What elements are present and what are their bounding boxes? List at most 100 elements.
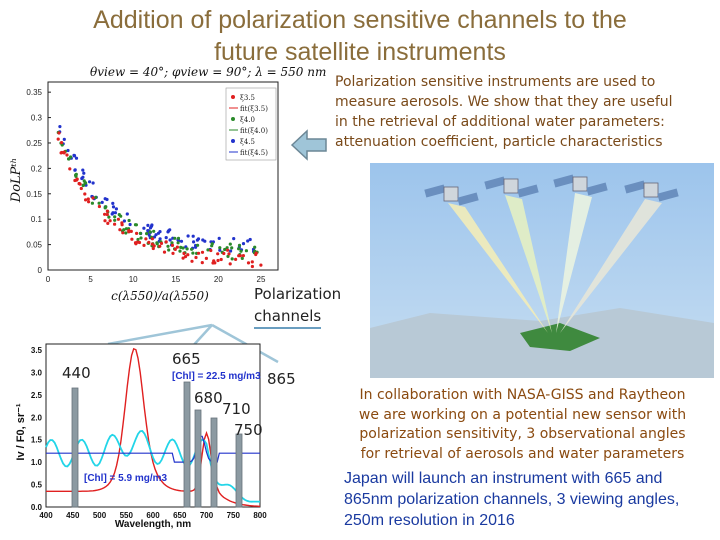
dolp-point	[152, 235, 157, 239]
dolp-point	[230, 246, 234, 250]
dolp-point	[209, 248, 213, 253]
dolp-point	[105, 209, 109, 213]
channel-bar-750	[235, 433, 243, 508]
dolp-point	[168, 238, 172, 242]
dolp-point	[74, 156, 79, 160]
dolp-y-tick: 0.15	[26, 190, 42, 199]
dolp-point	[228, 242, 232, 246]
dolp-point	[170, 243, 175, 247]
dolp-point	[57, 131, 61, 135]
description-line-2: measure aerosols. We show that they are …	[335, 94, 673, 110]
dolp-point	[250, 260, 254, 264]
dolp-point	[240, 256, 244, 260]
dolp-point	[117, 213, 121, 217]
dolp-point	[111, 211, 115, 215]
dolp-point	[73, 168, 77, 172]
dolp-point	[226, 254, 230, 258]
dolp-point	[162, 250, 167, 254]
dolp-point	[246, 261, 251, 265]
dolp-point	[128, 222, 132, 227]
japan-line-2: 865nm polarization channels, 3 viewing a…	[344, 491, 680, 508]
dolp-point	[144, 237, 148, 241]
dolp-point	[81, 168, 85, 172]
dolp-point	[113, 211, 117, 215]
channel-bars	[71, 381, 243, 508]
dolp-legend: ξ3.5 fit(ξ3.5) ξ4.0 fit(ξ4.0) ξ4.5 fit(ξ…	[229, 94, 268, 157]
dolp-point	[164, 236, 168, 240]
spectrum-axes: 400 450 500 550 600 650 700 750 800 0.0 0.5 1.0 1.5 2…	[31, 346, 267, 520]
spectrum-y-tick: 2.5	[31, 391, 43, 400]
dolp-point	[229, 249, 233, 253]
dolp-x-tick: 20	[214, 275, 223, 284]
polarization-channels-line-2: channels	[254, 305, 322, 329]
dolp-point	[82, 171, 86, 175]
dolp-point	[200, 261, 204, 265]
dolp-point	[234, 257, 238, 261]
dolp-point	[170, 241, 174, 245]
dolp-point	[116, 217, 120, 221]
spectrum-frame	[45, 343, 261, 508]
spectrum-x-tick: 550	[120, 511, 134, 520]
dolp-point	[219, 257, 223, 262]
channel-label-440: 440	[62, 364, 91, 382]
dolp-point	[210, 242, 214, 246]
dolp-point	[191, 234, 195, 238]
dolp-point	[120, 221, 124, 225]
dolp-point	[103, 219, 107, 223]
dolp-point	[68, 167, 72, 171]
spectrum-x-tick: 450	[66, 511, 80, 520]
dolp-point	[183, 255, 188, 259]
dolp-point	[237, 243, 242, 247]
dolp-point	[228, 262, 232, 266]
legend-entry-5: ξ4.5	[240, 138, 255, 146]
dolp-point	[118, 228, 122, 232]
title-line-1: Addition of polarization sensitive chann…	[93, 6, 627, 34]
dolp-point	[74, 172, 78, 176]
legend-entry-2: fit(ξ3.5)	[240, 105, 268, 113]
dolp-point	[107, 215, 111, 219]
dolp-point	[129, 229, 133, 233]
spectrum-curve-high-chl	[46, 347, 261, 508]
dolp-point	[241, 254, 245, 258]
dolp-point	[226, 248, 230, 252]
dolp-point	[254, 251, 258, 255]
dolp-point	[94, 195, 98, 199]
dolp-x-tick: 10	[129, 275, 138, 284]
dolp-point	[79, 186, 83, 191]
dolp-point	[133, 241, 138, 245]
dolp-point	[159, 241, 164, 245]
dolp-point	[230, 257, 234, 261]
dolp-point	[142, 226, 146, 230]
dolp-point	[83, 192, 87, 196]
spectrum-x-tick: 700	[200, 511, 214, 520]
dolp-point	[191, 251, 195, 255]
description-line-4: attenuation coefficient, particle charac…	[335, 134, 663, 150]
dolp-y-tick: 0.25	[26, 139, 42, 148]
dolp-point	[56, 137, 60, 141]
dolp-point	[105, 212, 109, 217]
dolp-point	[62, 150, 66, 154]
beam-4	[560, 199, 662, 333]
collaboration-line-4: for retrieval of aerosols and water para…	[360, 445, 685, 462]
satellite-illustration	[370, 163, 714, 378]
dolp-point	[190, 259, 194, 263]
dolp-point	[192, 240, 196, 244]
polarization-channels-label: Polarization channels	[254, 283, 341, 329]
dolp-point	[124, 227, 128, 231]
dolp-point	[62, 137, 66, 141]
dolp-point	[125, 212, 129, 216]
dolp-point	[65, 153, 69, 157]
dolp-y-tick: 0.1	[31, 215, 43, 224]
dolp-point	[173, 247, 177, 251]
dolp-point	[196, 243, 200, 247]
dolp-point	[60, 141, 64, 145]
dolp-point	[113, 218, 117, 222]
dolp-point	[246, 239, 250, 243]
dolp-plot: θview = 40°; φview = 90°; λ = 550 nm 0 0.…	[9, 65, 326, 303]
dolp-y-tick: 0.35	[26, 88, 42, 97]
dolp-point	[237, 247, 241, 251]
dolp-point	[248, 237, 252, 242]
dolp-x-tick: 0	[46, 275, 51, 284]
dolp-point	[148, 230, 152, 234]
dolp-point	[111, 201, 115, 205]
